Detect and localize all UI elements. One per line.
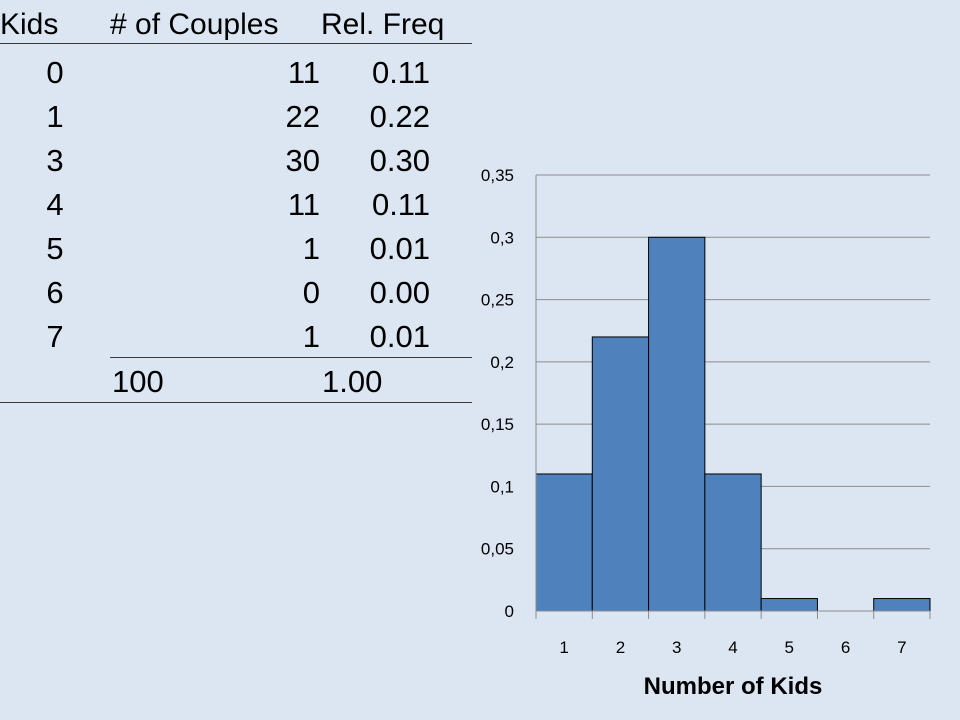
x-axis-title: Number of Kids (644, 673, 823, 700)
table-top-divider (0, 43, 472, 44)
x-tick-label: 4 (728, 638, 737, 657)
bar-7 (873, 598, 931, 612)
table-bottom-divider (0, 402, 472, 403)
bar-4 (704, 473, 762, 612)
y-tick-label: 0,15 (481, 415, 514, 434)
y-tick-label: 0 (505, 602, 514, 621)
row-5-rel-freq: 0.00 (369, 275, 430, 310)
row-1-couples: 22 (285, 99, 320, 134)
x-tick-label: 5 (785, 638, 794, 657)
x-tick-label: 6 (841, 638, 850, 657)
total-rel-freq: 1.00 (322, 364, 383, 399)
y-tick-label: 0,05 (481, 540, 514, 559)
x-tick-label: 7 (897, 638, 906, 657)
y-tick-label: 0,1 (490, 477, 514, 496)
row-1-rel-freq: 0.22 (369, 99, 430, 134)
header-rel-freq: Rel. Freq (321, 8, 445, 41)
x-tick-label: 1 (559, 638, 568, 657)
row-4-couples: 1 (302, 231, 320, 266)
row-2-kids: 3 (46, 143, 64, 178)
row-4-rel-freq: 0.01 (369, 231, 430, 266)
y-tick-label: 0,2 (490, 353, 514, 372)
row-3-rel-freq: 0.11 (371, 187, 430, 222)
row-2-couples: 30 (285, 143, 320, 178)
bar-1 (535, 473, 593, 612)
row-6-rel-freq: 0.01 (369, 319, 430, 354)
total-divider (110, 357, 472, 358)
row-5-kids: 6 (46, 275, 64, 310)
bar-3 (648, 236, 706, 612)
y-tick-label: 0,25 (481, 291, 514, 310)
x-tick-label: 3 (672, 638, 681, 657)
row-3-couples: 11 (287, 187, 320, 222)
header-couples: # of Couples (110, 8, 279, 41)
row-2-rel-freq: 0.30 (369, 143, 430, 178)
y-tick-label: 0,35 (481, 166, 514, 185)
row-6-kids: 7 (46, 319, 64, 354)
header-kids: Kids (0, 8, 59, 41)
row-5-couples: 0 (302, 275, 320, 310)
row-6-couples: 1 (302, 319, 320, 354)
row-0-rel-freq: 0.11 (371, 55, 430, 90)
bar-5 (760, 598, 818, 612)
row-4-kids: 5 (46, 231, 64, 266)
bar-2 (591, 336, 650, 612)
total-couples: 100 (112, 364, 164, 399)
x-tick-label: 2 (616, 638, 625, 657)
row-3-kids: 4 (46, 187, 64, 222)
row-0-couples: 11 (287, 55, 320, 90)
frequency-table: Kids # of Couples Rel. Freq 0 11 0.11 1 … (0, 0, 472, 404)
row-1-kids: 1 (46, 99, 64, 134)
row-0-kids: 0 (46, 55, 64, 90)
y-tick-label: 0,3 (490, 228, 514, 247)
